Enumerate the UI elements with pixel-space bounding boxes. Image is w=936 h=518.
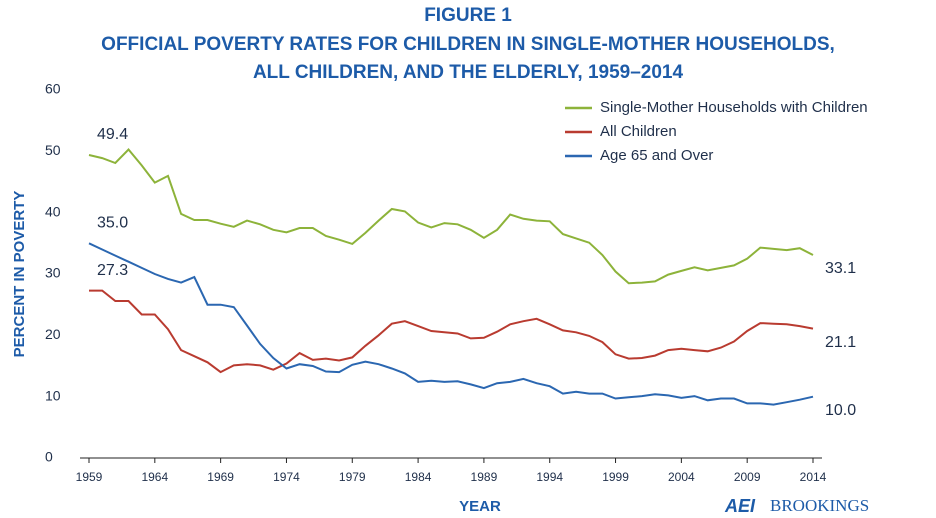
x-axis-title: YEAR	[459, 498, 501, 515]
x-tick-label: 1999	[602, 470, 629, 484]
y-axis-title: PERCENT IN POVERTY	[11, 191, 28, 358]
x-tick-label: 2009	[734, 470, 761, 484]
x-tick-label: 2014	[800, 470, 827, 484]
y-tick-label: 10	[45, 387, 61, 403]
value-label: 49.4	[97, 126, 128, 143]
value-label: 27.3	[97, 262, 128, 279]
x-tick-label: 1989	[471, 470, 498, 484]
y-tick-label: 0	[45, 449, 53, 465]
series-line	[88, 242, 814, 406]
x-tick-label: 1994	[536, 470, 563, 484]
logo-aei: AEI	[724, 496, 756, 516]
y-tick-label: 50	[45, 142, 61, 158]
y-tick-label: 30	[45, 265, 61, 281]
y-tick-label: 40	[45, 203, 61, 219]
legend-label: All Children	[600, 123, 677, 140]
y-tick-label: 20	[45, 326, 61, 342]
x-tick-label: 1974	[273, 470, 300, 484]
chart-title: ALL CHILDREN, AND THE ELDERLY, 1959–2014	[253, 62, 684, 83]
legend-label: Age 65 and Over	[600, 147, 713, 164]
x-tick-label: 1964	[141, 470, 168, 484]
x-tick-label: 1969	[207, 470, 234, 484]
series-line	[89, 289, 814, 374]
y-tick-label: 60	[45, 81, 61, 97]
value-label: 21.1	[825, 334, 856, 351]
x-tick-label: 1959	[76, 470, 103, 484]
value-label: 10.0	[825, 402, 856, 419]
x-tick-label: 1979	[339, 470, 366, 484]
chart-title: FIGURE 1	[424, 5, 512, 26]
value-label: 33.1	[825, 260, 856, 277]
series-line	[88, 148, 814, 285]
x-tick-label: 2004	[668, 470, 695, 484]
chart-title: OFFICIAL POVERTY RATES FOR CHILDREN IN S…	[101, 34, 835, 55]
legend-label: Single-Mother Households with Children	[600, 99, 868, 116]
value-label: 35.0	[97, 215, 128, 232]
logo-brookings: BROOKINGS	[770, 496, 869, 515]
x-tick-label: 1984	[405, 470, 432, 484]
